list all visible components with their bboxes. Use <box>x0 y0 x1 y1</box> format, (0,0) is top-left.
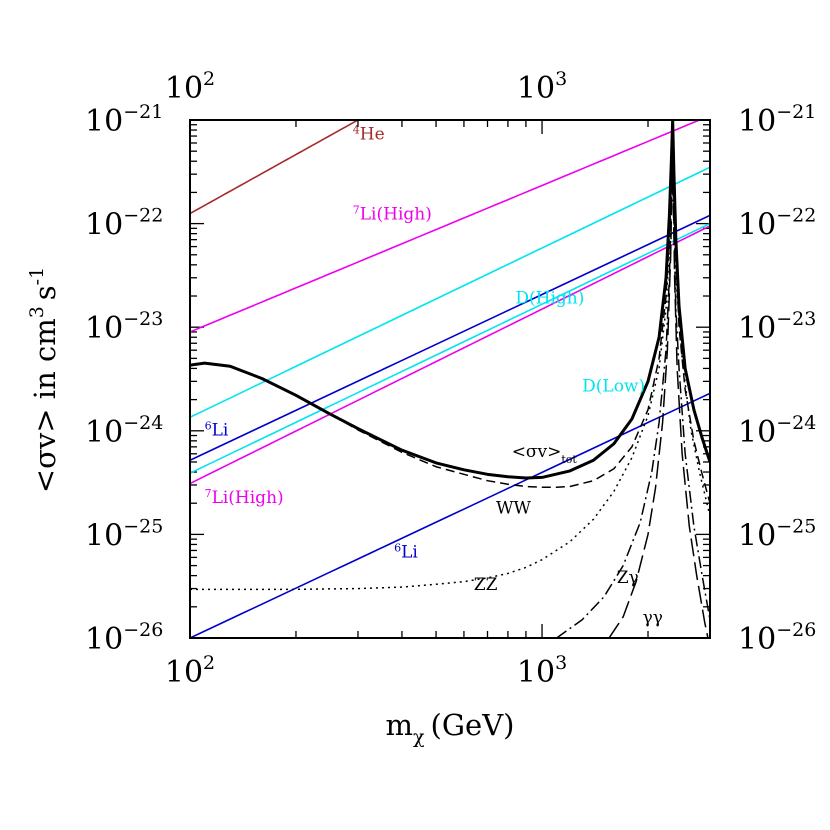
curve-label-li6_lower: 6Li <box>394 541 418 562</box>
bbn-bound-lines <box>190 120 710 638</box>
curve-label-d_low: D(Low) <box>582 376 645 396</box>
cross-section-1 <box>190 142 710 504</box>
y-tick-label-right-3: 10−24 <box>738 412 816 450</box>
curve-label-sigma_tot: <σv>tot <box>512 442 578 466</box>
curve-labels: 4He 7Li(High) D(High) D(Low) 6Li 7Li(High) 6Li… <box>205 123 663 627</box>
x-tick-label-bottom-1: 103 <box>517 652 567 690</box>
bound-line-5 <box>190 225 710 485</box>
curve-label-zz: ZZ <box>474 575 498 595</box>
x-tick-label-top-1: 103 <box>517 68 567 106</box>
curve-label-d_high: D(High) <box>515 288 584 308</box>
curve-label-gammagamma: γγ <box>643 608 663 628</box>
curve-label-he4: 4He <box>353 123 385 144</box>
bound-line-1 <box>190 120 700 333</box>
y-tick-label-right-4: 10−25 <box>738 515 816 553</box>
y-tick-label-right-1: 10−22 <box>738 205 816 243</box>
curve-label-li6_upper: 6Li <box>205 420 229 441</box>
x-axis-title: mχ (GeV) <box>386 708 515 748</box>
cross-section-4 <box>608 160 709 638</box>
cross-section-2 <box>190 160 710 591</box>
y-tick-label-left-4: 10−25 <box>85 515 163 553</box>
curve-label-li7_high_upper: 7Li(High) <box>353 203 432 224</box>
y-tick-label-left-5: 10−26 <box>85 619 163 657</box>
y-tick-label-right-2: 10−23 <box>738 308 816 346</box>
bound-line-6 <box>190 392 710 638</box>
y-axis-title: <σv> in cm3s-1 <box>26 267 62 493</box>
curve-label-li7_high_lower: 7Li(High) <box>205 487 284 508</box>
plot-frame <box>189 119 711 639</box>
bound-line-3 <box>190 214 710 461</box>
y-tick-label-left-2: 10−23 <box>85 308 163 346</box>
x-tick-label-top-0: 102 <box>165 68 215 106</box>
x-tick-label-bottom-0: 102 <box>165 652 215 690</box>
y-tick-label-left-1: 10−22 <box>85 205 163 243</box>
y-tick-label-right-5: 10−26 <box>738 619 816 657</box>
cross-section-curves <box>190 120 710 638</box>
y-tick-label-left-3: 10−24 <box>85 412 163 450</box>
bound-line-0 <box>190 120 359 215</box>
bound-line-4 <box>190 222 710 474</box>
y-tick-label-right-0: 10−21 <box>738 101 816 139</box>
curve-label-ww: WW <box>496 498 531 518</box>
tick-labels: 102 102 103 103 10−21 10−21 10−22 10−22 10−23 10−… <box>85 68 816 690</box>
bound-line-2 <box>190 166 710 419</box>
curve-label-zgamma: Zγ <box>617 568 639 588</box>
y-tick-label-left-0: 10−21 <box>85 101 163 139</box>
cross-section-3 <box>556 173 710 638</box>
